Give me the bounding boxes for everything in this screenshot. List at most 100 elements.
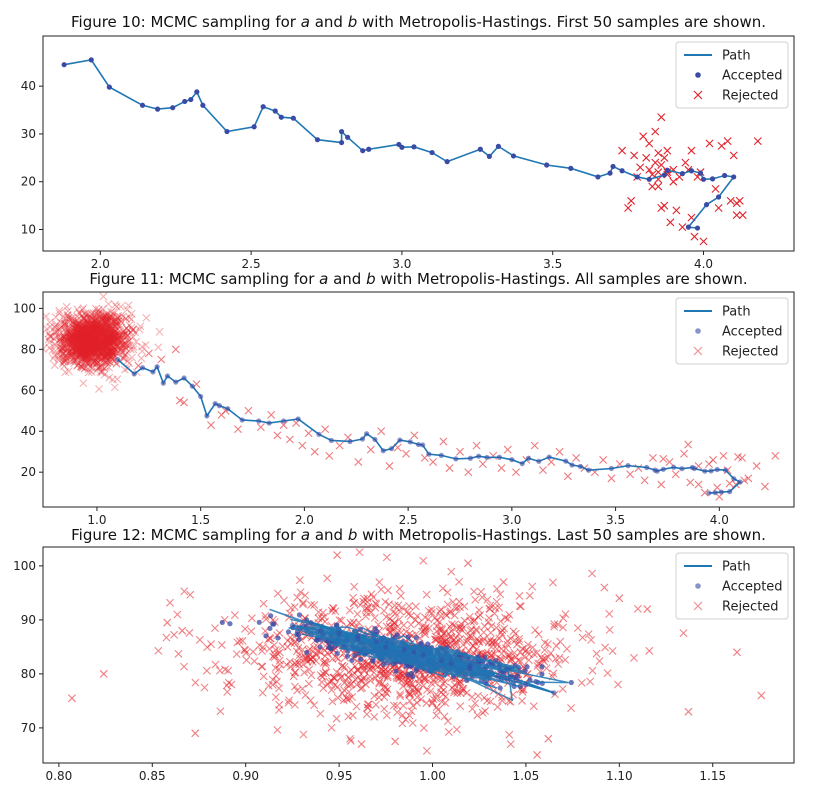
chart-title-part: b: [366, 270, 376, 288]
rejected-marker: [121, 339, 130, 348]
rejected-marker: [92, 317, 101, 326]
rejected-marker: [87, 322, 96, 331]
accepted-marker: [139, 365, 146, 371]
rejected-marker: [80, 342, 89, 351]
rejected-marker: [453, 689, 462, 698]
rejected-marker: [89, 345, 98, 354]
rejected-marker: [717, 141, 726, 150]
rejected-marker: [713, 483, 722, 492]
rejected-marker: [103, 349, 112, 358]
rejected-marker: [104, 334, 113, 343]
rejected-marker: [100, 343, 109, 352]
rejected-marker: [94, 346, 103, 355]
rejected-marker: [107, 348, 116, 357]
rejected-marker: [459, 684, 468, 693]
rejected-marker: [419, 724, 428, 733]
rejected-marker: [403, 607, 412, 616]
rejected-marker: [73, 332, 82, 341]
rejected-marker: [93, 339, 102, 348]
accepted-marker: [266, 420, 272, 426]
rejected-marker: [335, 441, 344, 450]
rejected-marker: [110, 344, 119, 353]
rejected-marker: [217, 641, 226, 650]
rejected-marker: [108, 351, 117, 360]
rejected-marker: [680, 449, 689, 458]
rejected-marker: [95, 346, 104, 355]
rejected-marker: [105, 348, 113, 357]
rejected-marker: [83, 349, 92, 358]
rejected-marker: [89, 335, 97, 344]
rejected-marker: [77, 339, 86, 348]
rejected-marker: [98, 328, 107, 337]
rejected-marker: [78, 349, 87, 357]
rejected-marker: [54, 325, 63, 334]
rejected-marker: [113, 375, 122, 384]
rejected-marker: [427, 608, 436, 617]
rejected-marker: [105, 340, 114, 349]
accepted-marker: [164, 373, 171, 379]
rejected-marker: [359, 594, 368, 603]
rejected-marker: [91, 339, 100, 348]
rejected-marker: [102, 335, 111, 344]
rejected-marker: [96, 349, 105, 358]
rejected-marker: [81, 344, 90, 353]
rejected-marker: [93, 359, 102, 368]
rejected-marker: [108, 313, 117, 322]
rejected-marker: [104, 324, 113, 333]
y-tick-label: 100: [13, 301, 36, 315]
rejected-marker: [296, 588, 305, 597]
rejected-marker: [56, 347, 65, 356]
rejected-marker: [56, 333, 65, 342]
rejected-marker: [61, 337, 70, 346]
rejected-marker: [110, 328, 119, 337]
rejected-marker: [105, 346, 114, 355]
rejected-marker: [86, 342, 95, 351]
rejected-marker: [344, 712, 353, 721]
rejected-marker: [273, 431, 282, 440]
rejected-marker: [94, 328, 103, 337]
rejected-marker: [111, 315, 120, 324]
rejected-marker: [111, 330, 120, 339]
rejected-marker: [96, 341, 105, 350]
rejected-marker: [67, 352, 76, 361]
rejected-marker: [633, 604, 642, 613]
rejected-marker: [514, 656, 523, 665]
rejected-marker: [588, 569, 597, 578]
rejected-marker: [62, 314, 71, 323]
rejected-marker: [78, 341, 87, 350]
accepted-marker: [426, 451, 432, 457]
rejected-marker: [113, 328, 122, 337]
rejected-marker: [81, 334, 90, 343]
rejected-marker: [533, 750, 542, 759]
rejected-marker: [136, 322, 145, 331]
rejected-marker: [705, 139, 714, 148]
rejected-marker: [93, 321, 102, 330]
rejected-marker: [91, 340, 100, 349]
rejected-marker: [104, 340, 113, 349]
accepted-marker: [523, 682, 529, 688]
rejected-marker: [77, 324, 86, 333]
rejected-marker: [101, 353, 110, 362]
rejected-marker: [110, 330, 119, 339]
rejected-marker: [592, 649, 601, 658]
rejected-marker: [97, 321, 106, 330]
rejected-marker: [81, 351, 89, 359]
rejected-marker: [509, 627, 518, 636]
rejected-marker: [325, 451, 334, 460]
rejected-marker: [127, 328, 136, 337]
legend-accepted-swatch: [695, 72, 701, 78]
rejected-marker: [94, 335, 103, 344]
rejected-marker: [410, 431, 419, 440]
rejected-marker: [76, 342, 85, 351]
rejected-marker: [321, 668, 330, 677]
rejected-marker: [79, 304, 88, 313]
rejected-marker: [93, 326, 102, 335]
chart-title-part: with Metropolis-Hastings. All samples ar…: [376, 270, 748, 288]
rejected-marker: [107, 316, 116, 325]
rejected-marker: [613, 680, 622, 689]
rejected-marker: [85, 333, 94, 342]
rejected-marker: [76, 325, 85, 334]
rejected-marker: [336, 669, 345, 678]
